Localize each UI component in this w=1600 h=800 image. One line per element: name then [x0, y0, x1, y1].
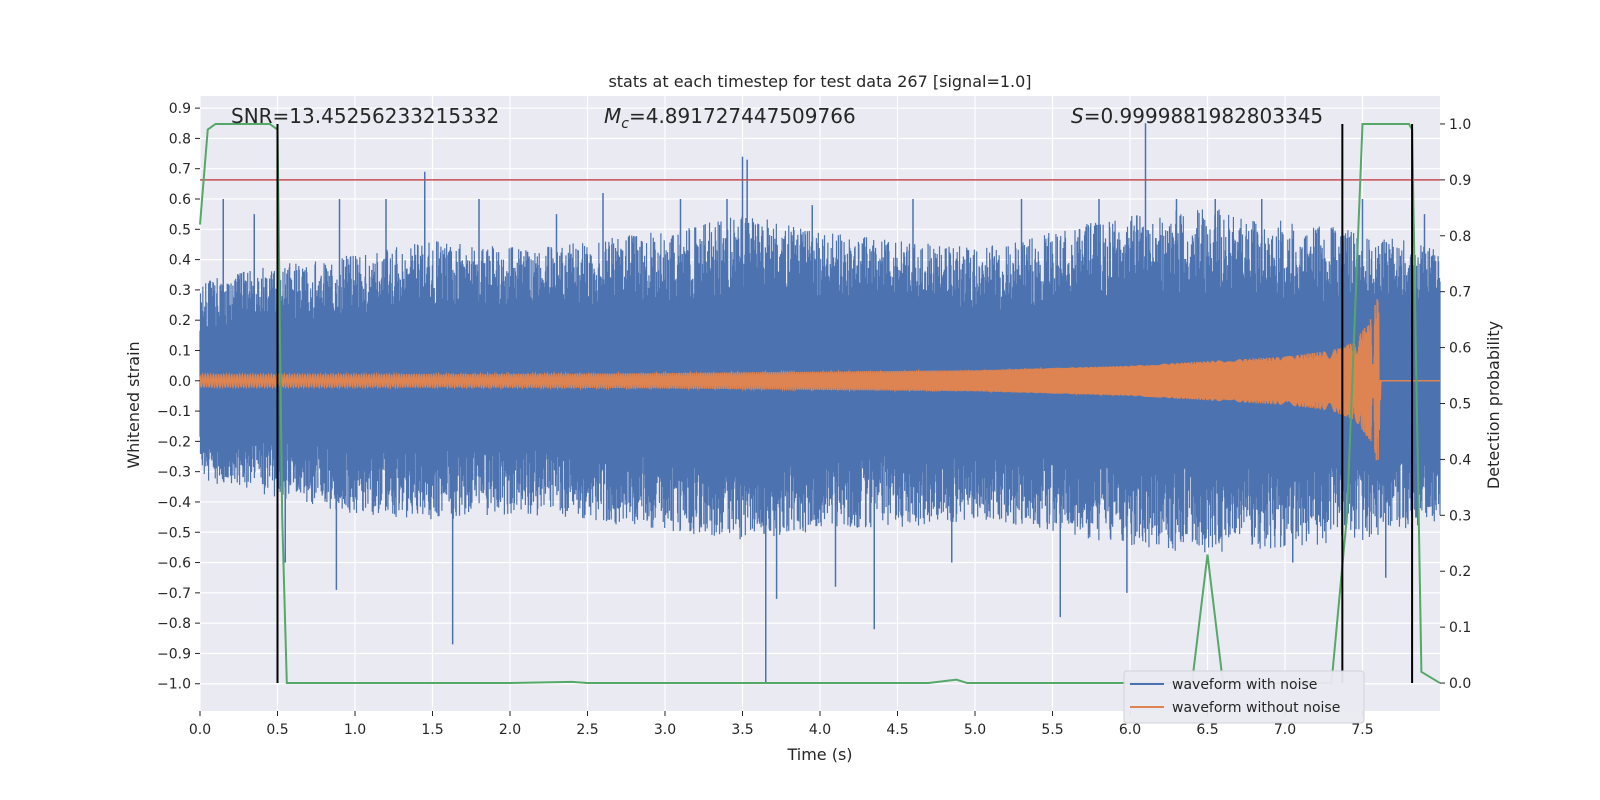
- y2-tick-label: 0.4: [1449, 452, 1471, 468]
- x-tick-label: 1.0: [344, 722, 366, 738]
- y-tick-label: 0.4: [169, 253, 191, 269]
- y2-tick-label: 0.3: [1449, 508, 1471, 524]
- clean-waveform-line: [199, 299, 1440, 461]
- y-tick-label: −1.0: [157, 677, 191, 693]
- x-tick-label: 7.0: [1274, 722, 1296, 738]
- y2-tick-label: 0.2: [1449, 564, 1471, 580]
- y-tick-label: −0.2: [157, 434, 191, 450]
- ticks-layer: 0.0 0.5 1.0 1.5 2.0 2.5 3.0 3.5 4.0 4.5 5.0 5.5 6.0 6…: [157, 101, 1471, 738]
- x-tick-label: 6.0: [1119, 722, 1141, 738]
- snr-annotation: SNR=13.45256233215332: [231, 104, 499, 128]
- legend-label-noise: waveform with noise: [1172, 677, 1317, 693]
- x-tick-label: 1.5: [421, 722, 443, 738]
- y-tick-label: 0.7: [169, 162, 191, 178]
- x-tick-label: 2.5: [576, 722, 598, 738]
- y2-axis-label: Detection probability: [1484, 321, 1503, 489]
- y-axis-label: Whitened strain: [124, 341, 143, 468]
- chirp-mass-value: =4.891727447509766: [629, 104, 856, 128]
- y2-tick-label: 0.7: [1449, 285, 1471, 301]
- x-tick-label: 4.5: [886, 722, 908, 738]
- score-value: =0.9999881982803345: [1084, 104, 1323, 128]
- y-tick-label: 0.8: [169, 131, 191, 147]
- x-tick-label: 6.5: [1196, 722, 1218, 738]
- y-tick-label: 0.5: [169, 222, 191, 238]
- x-tick-label: 2.0: [499, 722, 521, 738]
- y-tick-label: −0.4: [157, 495, 191, 511]
- chirp-mass-annotation: Mc=4.891727447509766: [604, 104, 856, 132]
- y-tick-label: 0.1: [169, 343, 191, 359]
- y-tick-label: −0.6: [157, 556, 191, 572]
- y-tick-label: 0.2: [169, 313, 191, 329]
- y2-tick-label: 0.6: [1449, 341, 1471, 357]
- legend: waveform with noise waveform without noi…: [1123, 670, 1365, 724]
- y2-tick-label: 0.0: [1449, 676, 1471, 692]
- y-tick-label: −0.7: [157, 586, 191, 602]
- x-tick-label: 7.5: [1351, 722, 1373, 738]
- clean-waveform-layer: [199, 299, 1440, 461]
- x-tick-label: 3.5: [731, 722, 753, 738]
- score-annotation: S=0.9999881982803345: [1071, 104, 1323, 128]
- chirp-mass-symbol: M: [604, 104, 621, 128]
- y2-tick-label: 1.0: [1449, 117, 1471, 133]
- y-tick-label: 0.9: [169, 101, 191, 117]
- y2-tick-label: 0.9: [1449, 173, 1471, 189]
- detection-probability-line: [199, 122, 1441, 685]
- y2-tick-label: 0.1: [1449, 620, 1471, 636]
- y-tick-label: −0.9: [157, 646, 191, 662]
- y-tick-label: −0.3: [157, 465, 191, 481]
- x-axis-label: Time (s): [786, 745, 852, 764]
- x-tick-label: 3.0: [654, 722, 676, 738]
- y-tick-label: −0.8: [157, 616, 191, 632]
- x-tick-label: 0.0: [189, 722, 211, 738]
- x-tick-label: 0.5: [266, 722, 288, 738]
- chart-title: stats at each timestep for test data 267…: [608, 72, 1031, 91]
- y2-tick-label: 0.8: [1449, 229, 1471, 245]
- y-tick-label: 0.6: [169, 192, 191, 208]
- x-tick-label: 5.5: [1041, 722, 1063, 738]
- legend-box: [1123, 670, 1365, 724]
- score-symbol: S: [1071, 104, 1084, 128]
- chirp-mass-subscript: c: [621, 116, 629, 132]
- x-tick-label: 5.0: [964, 722, 986, 738]
- x-tick-label: 4.0: [809, 722, 831, 738]
- y-tick-label: 0.3: [169, 283, 191, 299]
- y-tick-label: −0.5: [157, 525, 191, 541]
- y-tick-label: 0.0: [169, 374, 191, 390]
- y-tick-label: −0.1: [157, 404, 191, 420]
- y2-tick-label: 0.5: [1449, 397, 1471, 413]
- legend-label-clean: waveform without noise: [1172, 700, 1340, 716]
- probability-overlay-layer: [199, 122, 1441, 685]
